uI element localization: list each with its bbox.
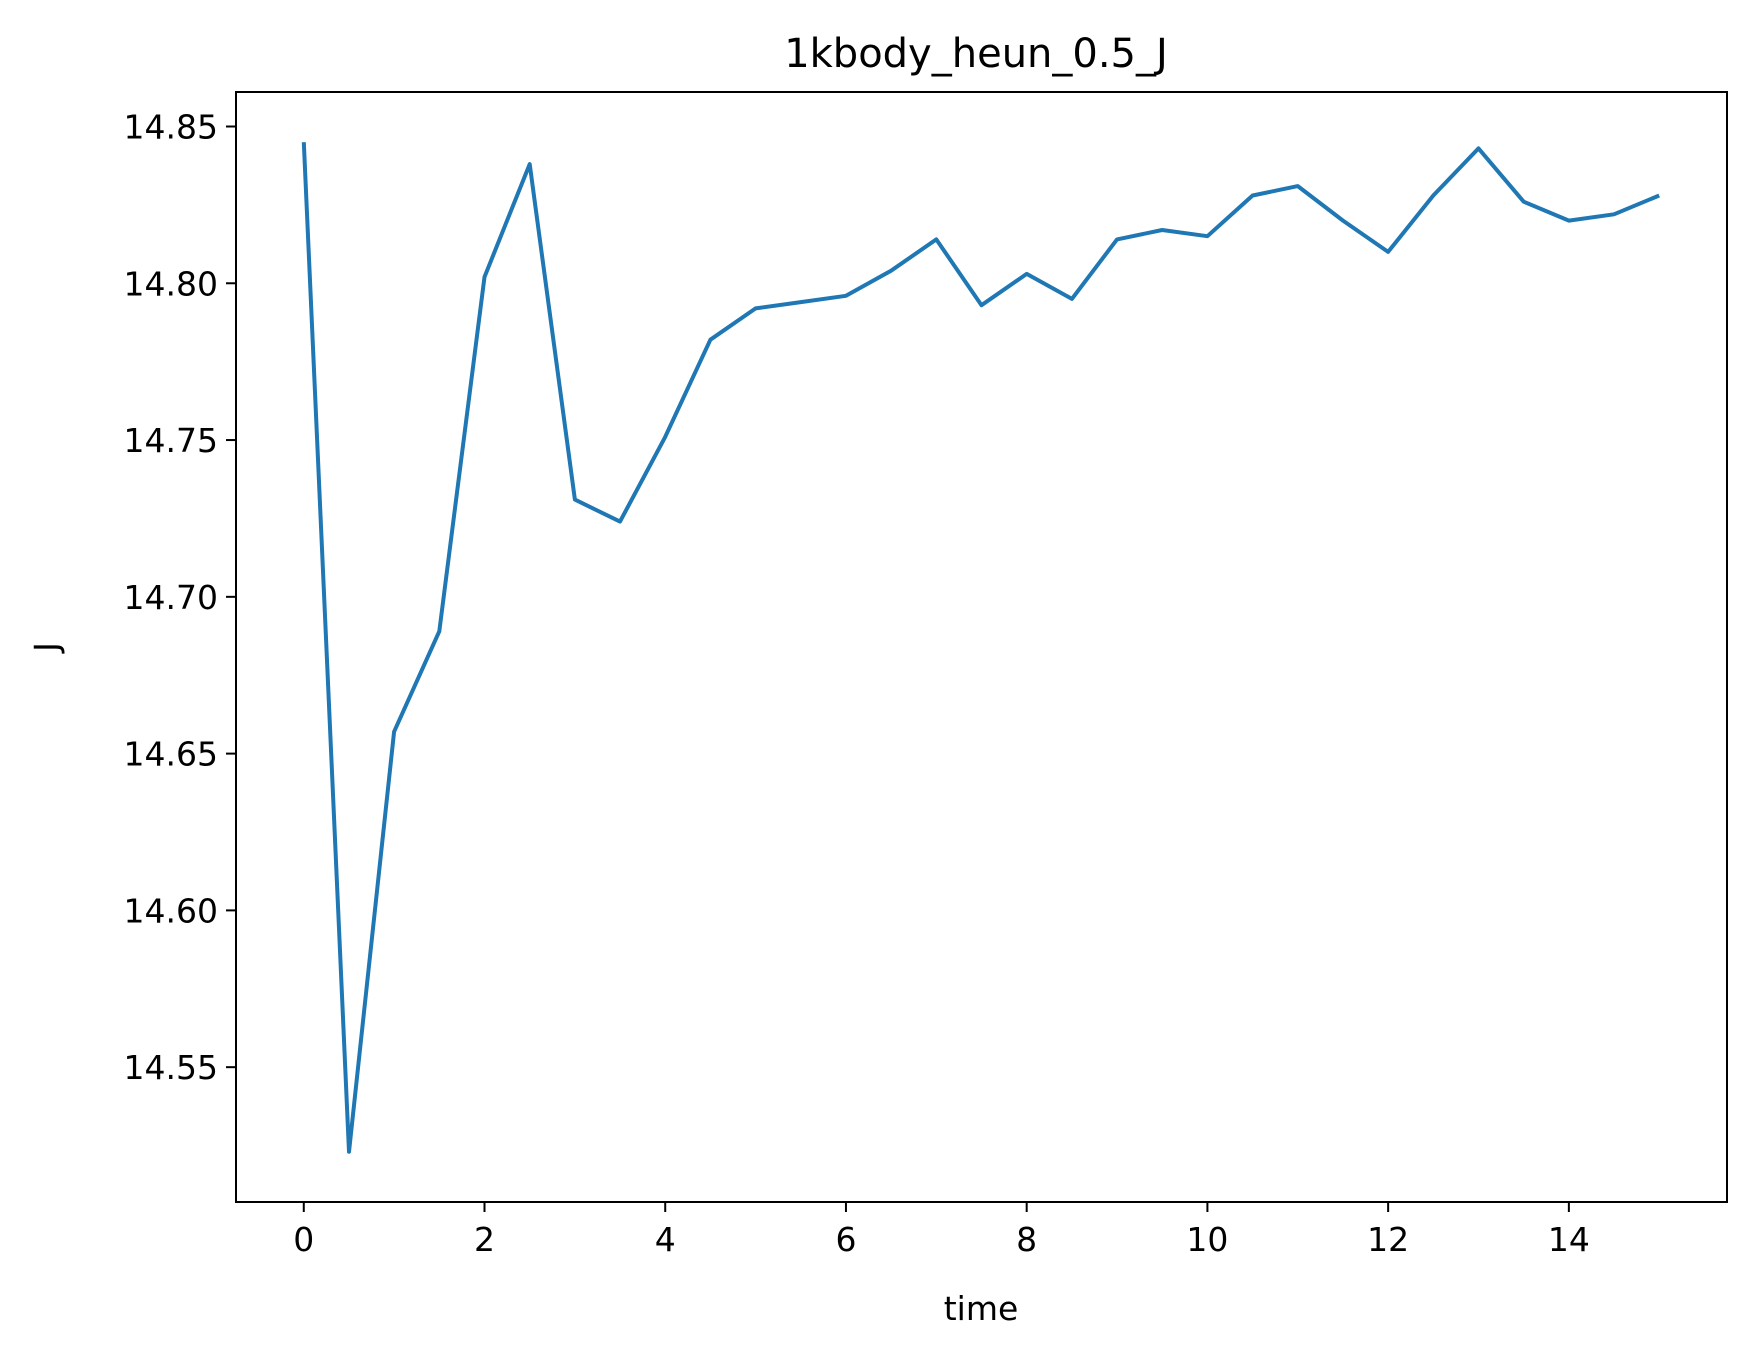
y-axis: 14.55 14.60 14.65 14.70 14.75 14.80 14.85 — [124, 107, 236, 1087]
y-tick-label: 14.70 — [124, 578, 218, 617]
y-tick-label: 14.85 — [124, 107, 218, 146]
x-axis-label: time — [944, 1289, 1019, 1328]
x-tick-label: 8 — [1016, 1220, 1037, 1259]
x-tick-label: 10 — [1186, 1220, 1228, 1259]
x-tick-label: 14 — [1548, 1220, 1590, 1259]
x-tick-label: 0 — [293, 1220, 314, 1259]
x-tick-label: 4 — [655, 1220, 676, 1259]
x-tick-label: 12 — [1367, 1220, 1409, 1259]
series-layer — [301, 142, 1660, 1154]
y-tick-label: 14.55 — [124, 1048, 218, 1087]
y-axis-label: J — [27, 642, 66, 654]
chart-title: 1kbody_heun_0.5_J — [784, 31, 1168, 77]
y-tick-label: 14.60 — [124, 891, 218, 930]
plot-frame — [235, 91, 1728, 1203]
x-axis: 0 2 4 6 8 10 12 14 — [293, 1202, 1590, 1259]
x-tick-label: 2 — [474, 1220, 495, 1259]
y-tick-label: 14.80 — [124, 264, 218, 303]
series-line — [301, 142, 1660, 1154]
x-tick-label: 6 — [835, 1220, 856, 1259]
y-tick-label: 14.65 — [124, 735, 218, 774]
y-tick-label: 14.75 — [124, 421, 218, 460]
